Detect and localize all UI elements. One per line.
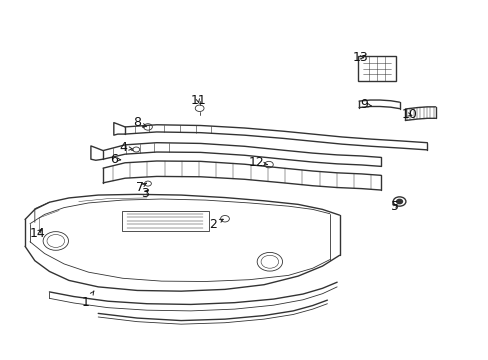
Text: 9: 9 [359,98,370,111]
Circle shape [396,199,402,204]
Text: 1: 1 [82,291,94,309]
Text: 7: 7 [135,181,146,194]
Text: 4: 4 [120,141,133,154]
Text: 2: 2 [208,218,223,231]
Bar [122,211,209,231]
Text: 12: 12 [248,156,267,169]
Text: 11: 11 [190,94,205,107]
Bar [357,55,395,81]
Text: 13: 13 [352,51,367,64]
Text: 3: 3 [141,187,148,200]
Text: 10: 10 [401,108,416,121]
Text: 14: 14 [29,226,45,239]
Text: 5: 5 [390,201,398,213]
Text: 8: 8 [133,116,146,129]
Text: 6: 6 [110,153,121,166]
